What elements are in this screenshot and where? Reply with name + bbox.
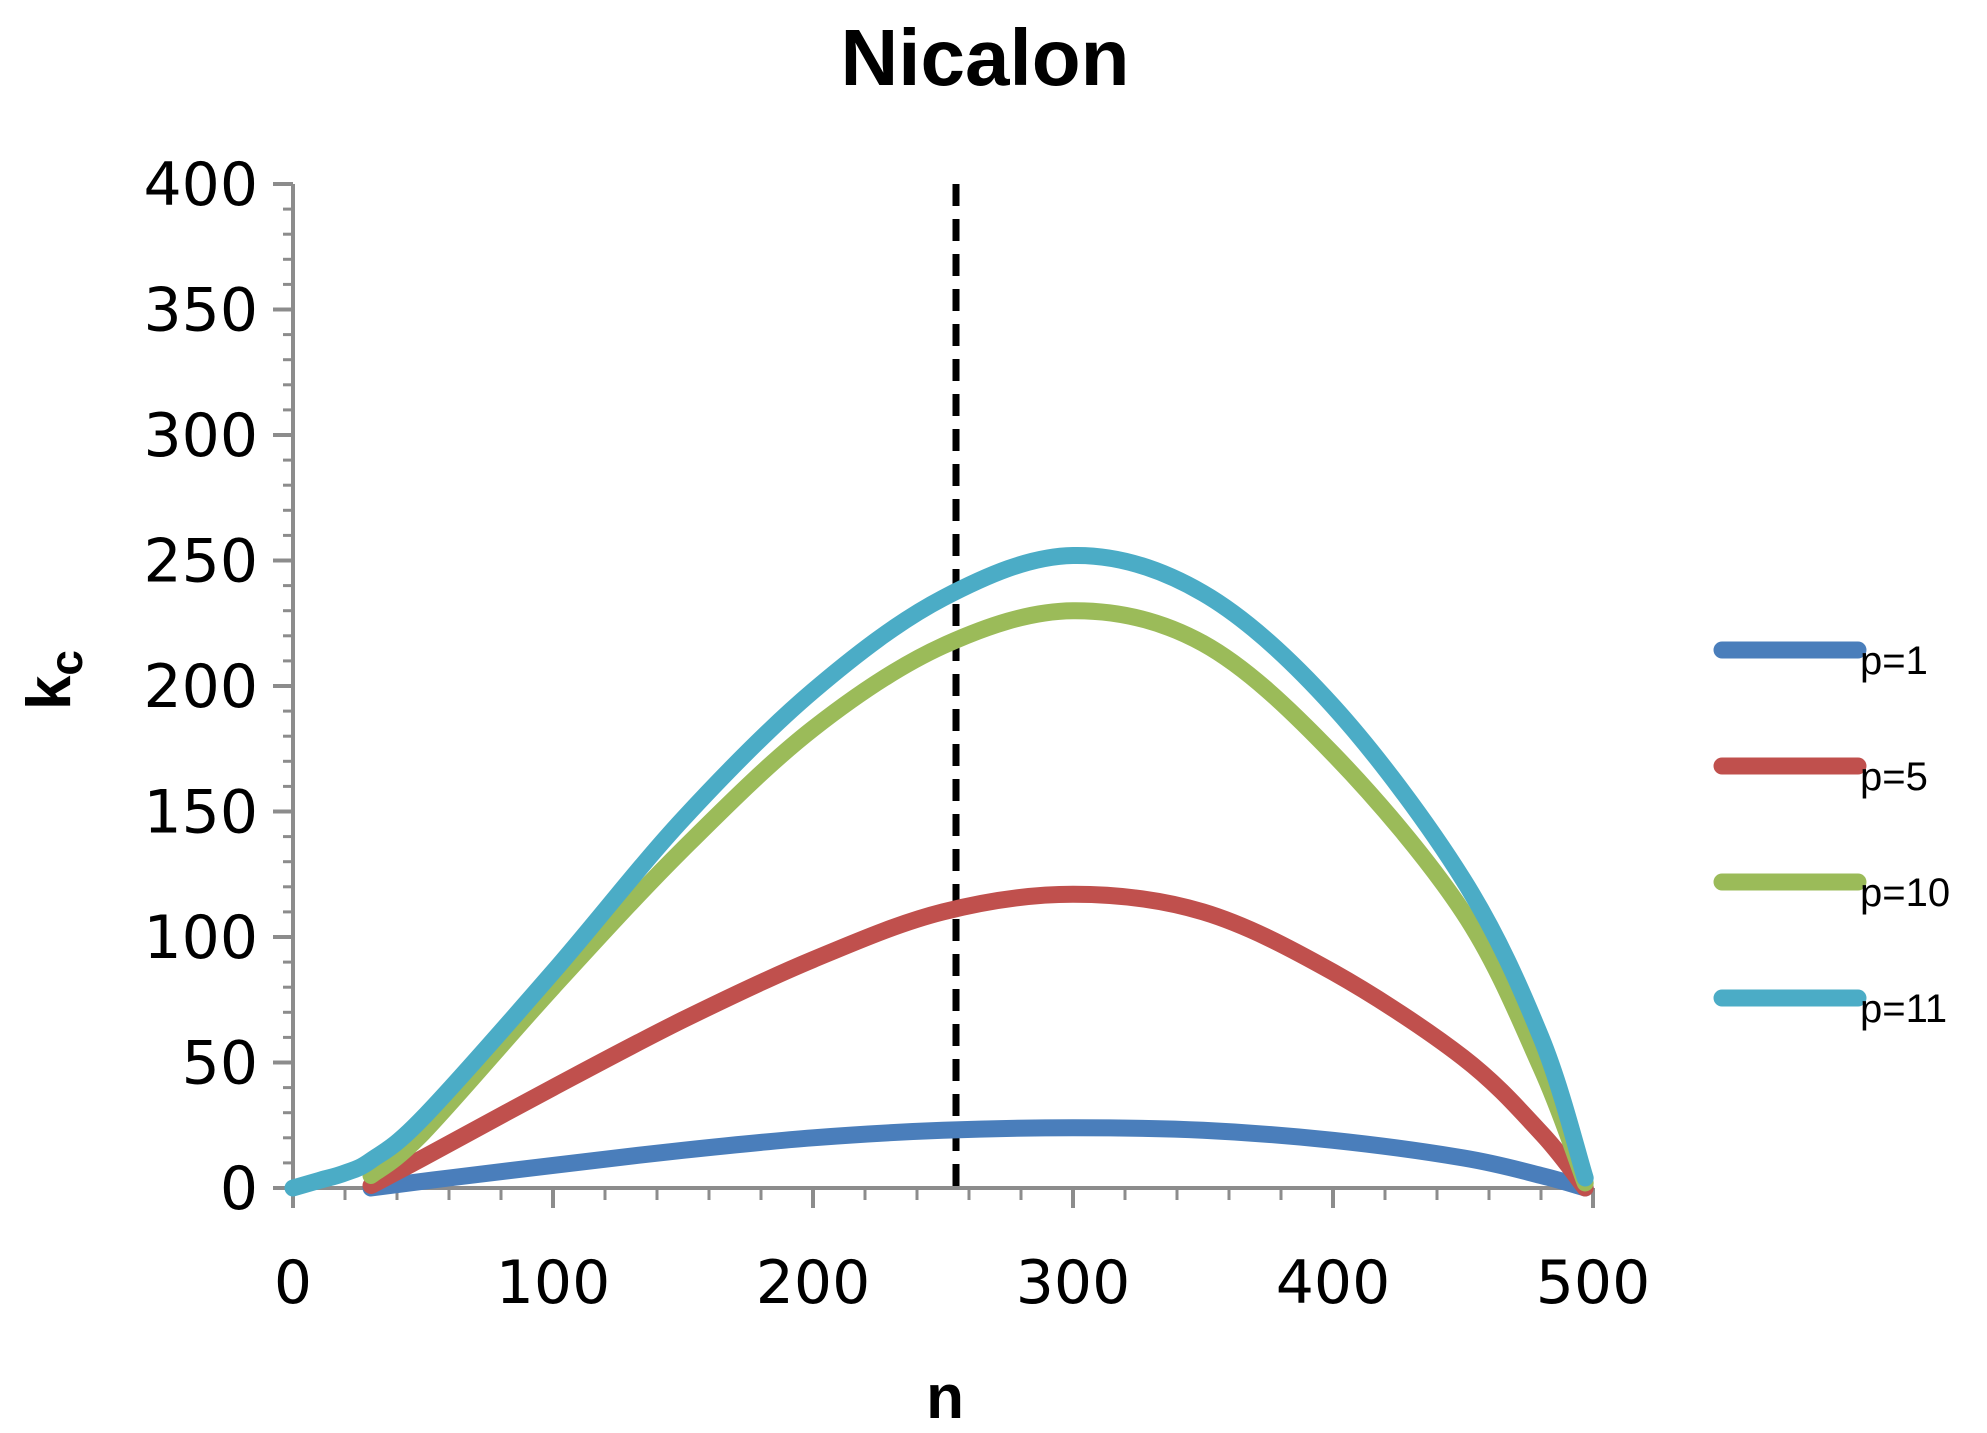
y-tick-label: 150: [143, 778, 258, 848]
y-tick-label: 100: [143, 903, 258, 973]
x-axis-title: n: [926, 1363, 964, 1432]
y-tick-label: 0: [220, 1154, 258, 1224]
legend: p=1 p=5 p=10 p=11: [1713, 639, 1950, 1031]
y-axis-title-subscript: c: [40, 650, 92, 676]
x-tick-label: 0: [274, 1248, 312, 1318]
x-tick-label: 200: [756, 1248, 871, 1318]
series-line-p-11: [284, 546, 1594, 1197]
y-tick-label: 300: [143, 401, 258, 471]
chart-title: Nicalon: [841, 13, 1130, 102]
x-tick-label: 500: [1536, 1248, 1651, 1318]
series-line-p-5: [362, 885, 1594, 1197]
y-axis-title-main: k: [15, 675, 84, 710]
y-tick-label: 50: [182, 1029, 258, 1099]
legend-label-p-5: p=5: [1860, 755, 1928, 799]
y-tick-label: 200: [143, 652, 258, 722]
y-tick-label: 250: [143, 527, 258, 597]
y-tick-label: 400: [143, 150, 258, 220]
x-tick-label: 100: [496, 1248, 611, 1318]
legend-label-p-10: p=10: [1860, 871, 1950, 915]
axes: [273, 182, 1595, 1208]
series-group: [284, 546, 1594, 1197]
series-line-p-10: [362, 602, 1594, 1192]
x-tick-label: 400: [1276, 1248, 1391, 1318]
y-axis-title: kc: [15, 650, 92, 710]
y-tick-label: 350: [143, 276, 258, 346]
y-tick-labels: 0 50 100 150 200 250 300 350 400: [143, 150, 258, 1224]
series-line-p-1: [362, 1119, 1594, 1197]
legend-label-p-11: p=11: [1860, 987, 1947, 1031]
x-tick-labels: 0 100 200 300 400 500: [274, 1248, 1650, 1318]
x-tick-label: 300: [1016, 1248, 1131, 1318]
legend-label-p-1: p=1: [1860, 639, 1928, 683]
